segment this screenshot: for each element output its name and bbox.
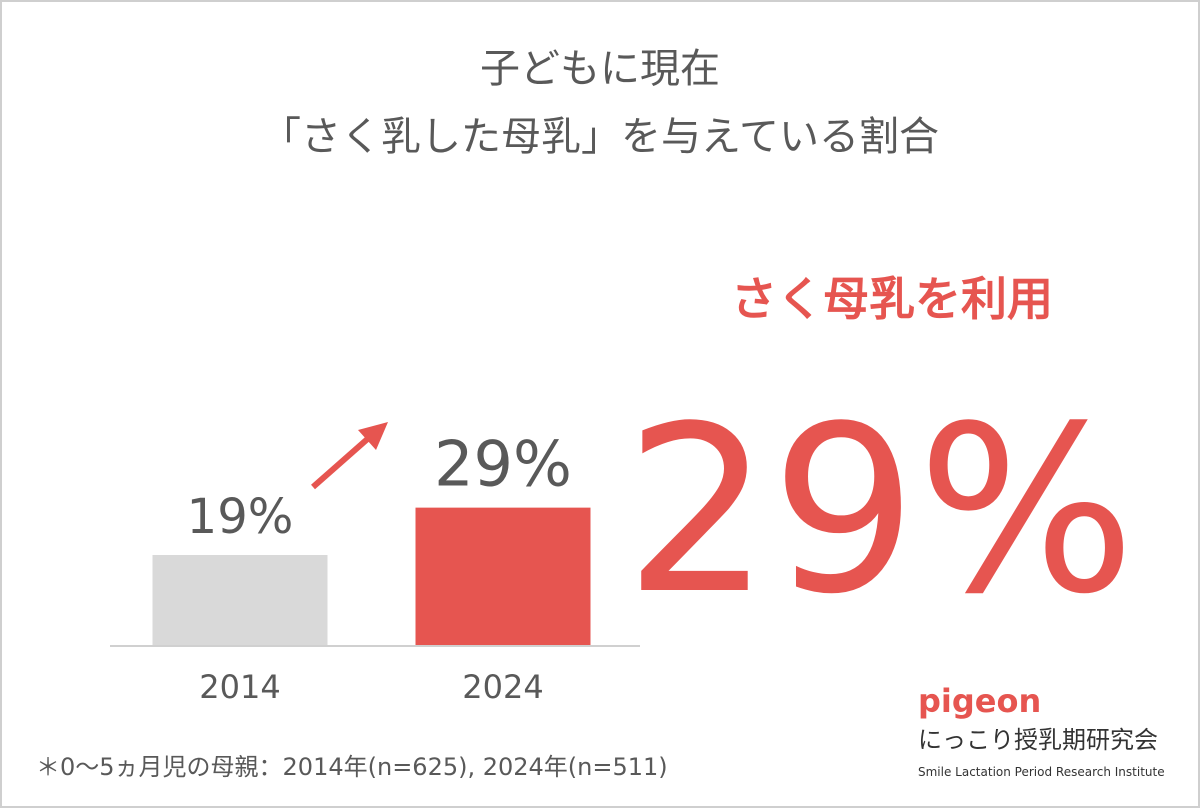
- highlight-value: 29%: [624, 378, 1135, 645]
- x-tick-label: 2024: [462, 668, 543, 706]
- logo-subtitle: Smile Lactation Period Research Institut…: [918, 765, 1165, 779]
- value-label: 19%: [187, 489, 294, 545]
- value-label: 29%: [434, 428, 572, 501]
- arrow-shaft: [311, 432, 374, 490]
- title-line: 「さく乳した母乳」を与えている割合: [261, 114, 939, 160]
- arrow-head: [358, 422, 388, 450]
- logo-brand: pigeon: [918, 682, 1041, 720]
- logo-name: にっこり授乳期研究会: [918, 726, 1158, 754]
- x-tick-label: 2014: [199, 668, 280, 706]
- bar: [152, 555, 328, 645]
- trend-arrow: [311, 422, 388, 490]
- bar: [415, 507, 591, 645]
- footnote: ＊0〜5ヵ月児の母親：2014年(n=625), 2024年(n=511): [36, 753, 668, 781]
- title-line: 子どもに現在: [480, 46, 720, 92]
- highlight-label: さく母乳を利用: [731, 272, 1053, 326]
